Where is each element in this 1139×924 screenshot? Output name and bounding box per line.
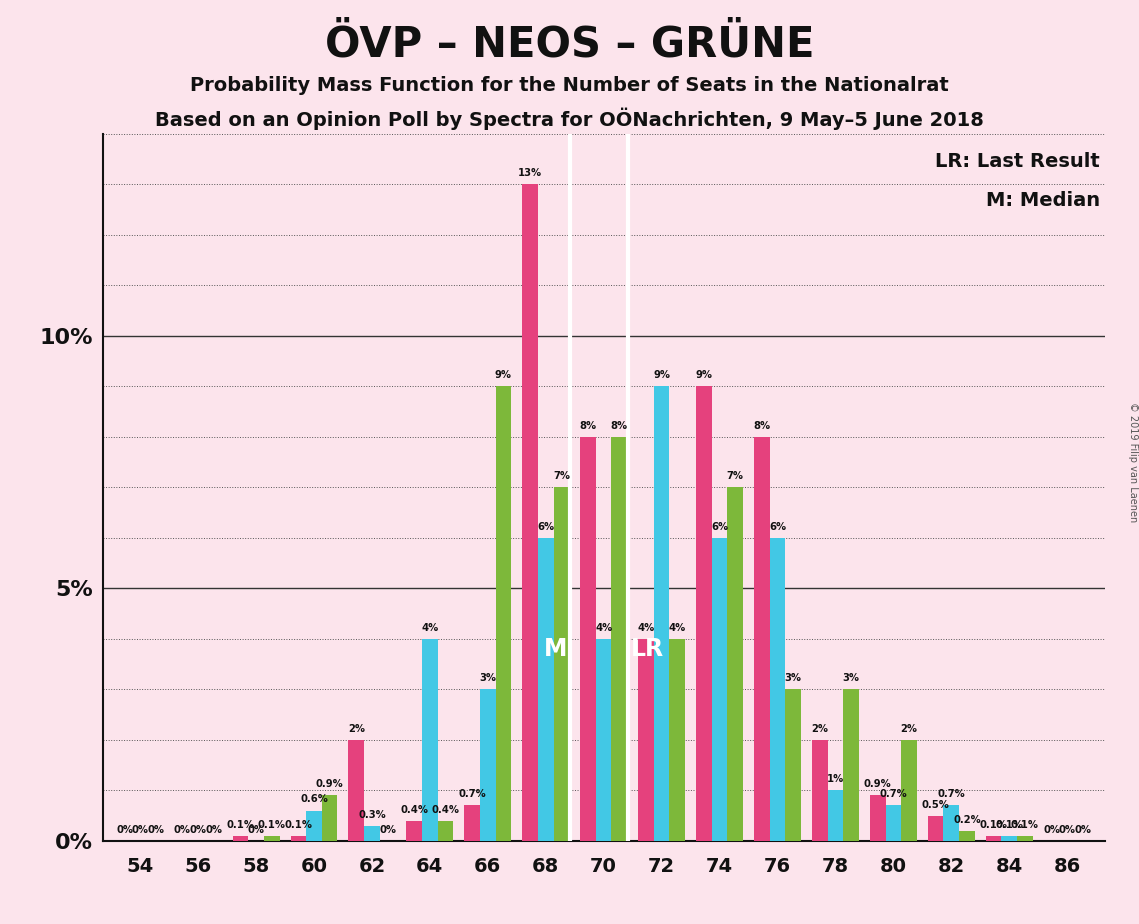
Text: 6%: 6%	[711, 522, 728, 532]
Text: 2%: 2%	[347, 723, 364, 734]
Bar	[901, 740, 917, 841]
Text: 0%: 0%	[189, 825, 206, 834]
Bar	[538, 538, 554, 841]
Text: 0.3%: 0.3%	[358, 809, 386, 820]
Text: 2%: 2%	[811, 723, 828, 734]
Bar	[754, 437, 770, 841]
Text: 0.7%: 0.7%	[879, 789, 908, 799]
Bar	[322, 796, 337, 841]
Bar	[828, 790, 843, 841]
Bar	[465, 806, 480, 841]
Bar	[696, 386, 712, 841]
Text: 0.2%: 0.2%	[953, 815, 981, 825]
Text: 3%: 3%	[480, 674, 497, 684]
Text: 0%: 0%	[147, 825, 164, 834]
Text: 0.1%: 0.1%	[1011, 820, 1039, 830]
Text: 0.1%: 0.1%	[980, 820, 1008, 830]
Text: 0%: 0%	[174, 825, 191, 834]
Bar	[885, 806, 901, 841]
Bar	[495, 386, 511, 841]
Text: M: Median: M: Median	[985, 190, 1100, 210]
Bar	[437, 821, 453, 841]
Bar	[290, 836, 306, 841]
Text: 0.4%: 0.4%	[432, 805, 459, 815]
Text: 6%: 6%	[769, 522, 786, 532]
Text: 8%: 8%	[611, 420, 628, 431]
Bar	[423, 638, 437, 841]
Text: 0.4%: 0.4%	[400, 805, 428, 815]
Text: 4%: 4%	[595, 623, 613, 633]
Text: 7%: 7%	[552, 471, 570, 481]
Text: 0.1%: 0.1%	[995, 820, 1023, 830]
Text: 0.5%: 0.5%	[921, 799, 950, 809]
Text: 0%: 0%	[379, 825, 396, 834]
Bar	[612, 437, 628, 841]
Text: 9%: 9%	[696, 371, 712, 381]
Bar	[928, 816, 943, 841]
Bar	[670, 638, 685, 841]
Text: ÖVP – NEOS – GRÜNE: ÖVP – NEOS – GRÜNE	[325, 23, 814, 65]
Text: 4%: 4%	[669, 623, 686, 633]
Bar	[480, 689, 495, 841]
Text: 3%: 3%	[843, 674, 860, 684]
Text: 8%: 8%	[580, 420, 597, 431]
Text: © 2019 Filip van Laenen: © 2019 Filip van Laenen	[1129, 402, 1138, 522]
Bar	[843, 689, 859, 841]
Text: LR: Last Result: LR: Last Result	[935, 152, 1100, 171]
Text: 0.1%: 0.1%	[285, 820, 312, 830]
Bar	[523, 185, 538, 841]
Text: 0.7%: 0.7%	[937, 789, 965, 799]
Text: 0.9%: 0.9%	[863, 779, 892, 789]
Text: 4%: 4%	[421, 623, 439, 633]
Text: 0%: 0%	[116, 825, 133, 834]
Text: 0.9%: 0.9%	[316, 779, 344, 789]
Text: 0%: 0%	[1074, 825, 1091, 834]
Text: 9%: 9%	[653, 371, 670, 381]
Bar	[812, 740, 828, 841]
Bar	[959, 831, 975, 841]
Text: M: M	[543, 637, 567, 661]
Bar	[306, 810, 322, 841]
Text: 0%: 0%	[205, 825, 222, 834]
Text: 0.1%: 0.1%	[227, 820, 254, 830]
Bar	[728, 488, 743, 841]
Text: LR: LR	[631, 637, 664, 661]
Bar	[1001, 836, 1017, 841]
Text: 1%: 1%	[827, 774, 844, 784]
Bar	[1017, 836, 1033, 841]
Bar	[554, 488, 570, 841]
Bar	[596, 638, 612, 841]
Bar	[785, 689, 801, 841]
Bar	[985, 836, 1001, 841]
Text: 0.7%: 0.7%	[458, 789, 486, 799]
Bar	[770, 538, 785, 841]
Text: 7%: 7%	[727, 471, 744, 481]
Text: 9%: 9%	[495, 371, 511, 381]
Bar	[712, 538, 728, 841]
Bar	[364, 826, 379, 841]
Bar	[407, 821, 423, 841]
Bar	[232, 836, 248, 841]
Text: 0.6%: 0.6%	[300, 795, 328, 805]
Bar	[870, 796, 885, 841]
Text: 8%: 8%	[753, 420, 770, 431]
Text: 2%: 2%	[901, 723, 918, 734]
Text: 0.1%: 0.1%	[257, 820, 286, 830]
Bar	[638, 638, 654, 841]
Text: 0%: 0%	[247, 825, 264, 834]
Text: 6%: 6%	[538, 522, 555, 532]
Text: 4%: 4%	[638, 623, 655, 633]
Bar	[264, 836, 279, 841]
Text: 13%: 13%	[518, 168, 542, 178]
Text: Probability Mass Function for the Number of Seats in the Nationalrat: Probability Mass Function for the Number…	[190, 76, 949, 95]
Text: 3%: 3%	[785, 674, 802, 684]
Bar	[654, 386, 670, 841]
Text: Based on an Opinion Poll by Spectra for OÖNachrichten, 9 May–5 June 2018: Based on an Opinion Poll by Spectra for …	[155, 107, 984, 129]
Text: 0%: 0%	[1043, 825, 1060, 834]
Bar	[580, 437, 596, 841]
Text: 0%: 0%	[132, 825, 149, 834]
Text: 0%: 0%	[1058, 825, 1075, 834]
Bar	[349, 740, 364, 841]
Bar	[943, 806, 959, 841]
